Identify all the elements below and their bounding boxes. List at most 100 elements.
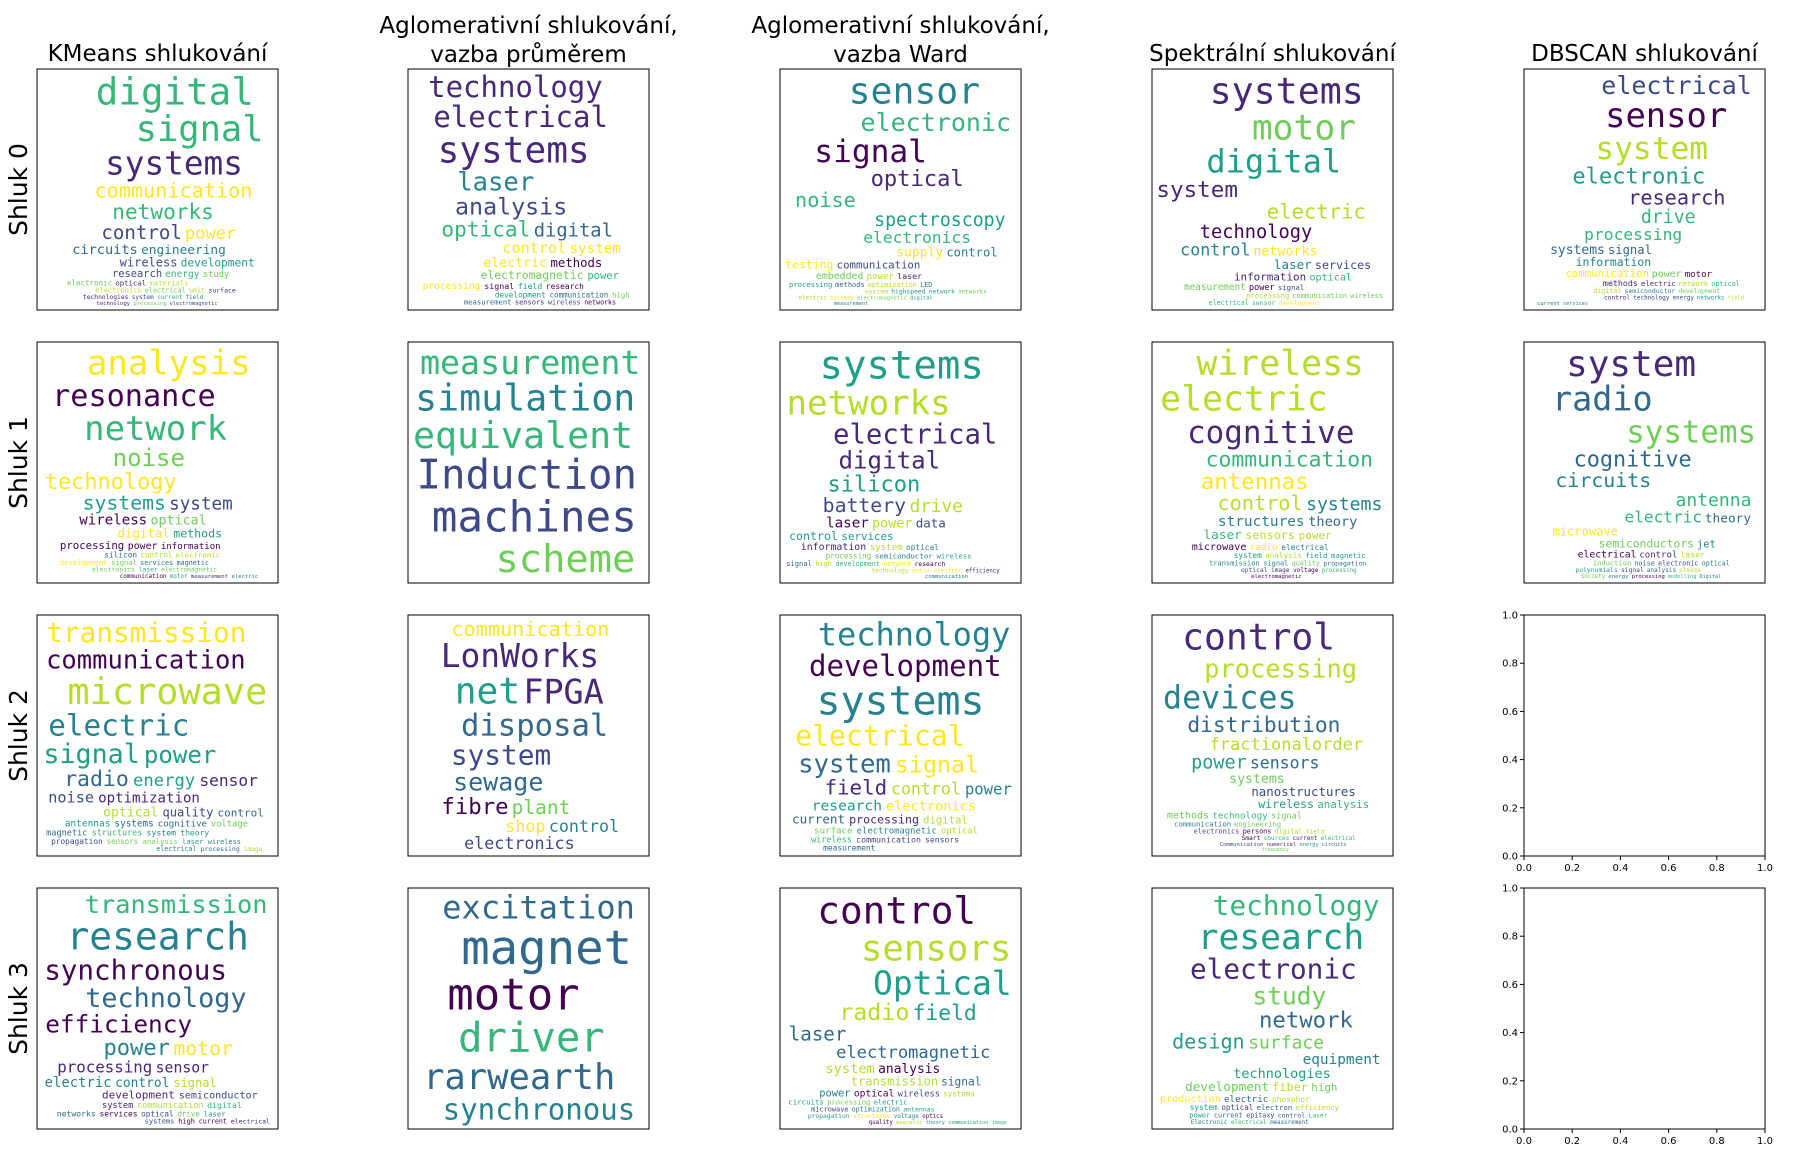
word: network (883, 560, 911, 568)
wordcloud-frame (1151, 887, 1394, 1130)
word: electromagnetic (481, 268, 584, 282)
word: Induction (417, 451, 637, 499)
word: electric (874, 1098, 908, 1106)
word: control (140, 550, 172, 559)
word: electric (1267, 200, 1366, 224)
word: electronic (1572, 163, 1705, 189)
word: current (1214, 1111, 1243, 1119)
word: net (455, 669, 520, 712)
word: systems (145, 1117, 175, 1126)
word: optical (103, 805, 158, 820)
word: optical (151, 514, 207, 529)
word: persons (1243, 828, 1272, 836)
word: electromagnetic (836, 1043, 990, 1063)
word: methods (1603, 278, 1638, 288)
word: laser (789, 1022, 847, 1045)
word: system (1234, 551, 1262, 560)
y-tick-label: 0.0 (1502, 1125, 1518, 1136)
word: development (1279, 300, 1321, 307)
word: Communication (1220, 842, 1264, 848)
word: electromagnetic (857, 827, 937, 837)
word: systems (83, 491, 166, 514)
wordcloud-frame (407, 614, 650, 857)
wordcloud-frame (407, 341, 650, 584)
word: power (1189, 1111, 1210, 1119)
word: systems (830, 296, 854, 302)
row-labels: Shluk 0 Shluk 1 Shluk 2 Shluk 3 (4, 143, 33, 1055)
word: modelling (1668, 574, 1697, 580)
word: surface (814, 827, 852, 837)
word: processing (849, 813, 919, 827)
x-tick-label: 1.0 (1757, 1136, 1773, 1147)
word: digital (1274, 828, 1302, 836)
wordcloud-frame (779, 68, 1022, 311)
word: wireless (1196, 344, 1364, 384)
word: optical (1309, 272, 1352, 283)
word: drive (1641, 207, 1696, 228)
word: technologies (1233, 1066, 1331, 1082)
word: development (181, 256, 255, 269)
word: signal (173, 1076, 216, 1090)
wordcloud: technologydevelopmentsystemselectricalsy… (792, 616, 1012, 853)
wordcloud: controlprocessingdevicesdistributionfrac… (1163, 616, 1369, 853)
wordcloud-frame (1151, 68, 1394, 311)
column-title: Aglomerativní shlukování, (379, 13, 677, 39)
word: system (1595, 131, 1708, 167)
word: signal (786, 559, 812, 568)
word: Optical (873, 963, 1012, 1002)
word: materials (150, 278, 189, 287)
word: microwave (811, 1105, 848, 1113)
word: methods (1167, 810, 1209, 821)
word: optical (906, 543, 939, 552)
x-tick-label: 0.4 (1612, 863, 1628, 874)
word: equivalent (413, 414, 633, 457)
word: engineering (1234, 819, 1281, 828)
word: quality (1292, 560, 1320, 568)
wordcloud: excitationmagnetmotordriverrarwearthsync… (423, 889, 635, 1127)
word: communication (948, 1120, 988, 1126)
word: technologies (83, 294, 129, 301)
wordcloud-frame (779, 341, 1022, 584)
x-tick-label: 1.0 (1757, 863, 1773, 874)
word: surface (208, 287, 235, 295)
word: current (157, 294, 183, 301)
column-title: vazba průměrem (430, 41, 626, 68)
panel: technologyelectricalsystemslaseranalysis… (407, 68, 650, 311)
word: epitaxy (1246, 1111, 1274, 1119)
wordcloud-frame (36, 887, 279, 1130)
wordcloud-frame (36, 341, 279, 584)
word: transmission (1209, 560, 1260, 568)
row-label: Shluk 0 (4, 143, 33, 236)
word: optical (115, 278, 146, 287)
word: methods (173, 527, 222, 541)
word: voltage (1293, 567, 1319, 574)
word: information (801, 542, 866, 553)
word: sensors (861, 928, 1011, 969)
word: optical (441, 217, 530, 242)
word: field (1305, 551, 1327, 560)
word: wireless (811, 835, 852, 845)
word: silicon (828, 472, 921, 497)
word: research (812, 797, 882, 814)
word: electromagnetic (161, 567, 217, 574)
word: electromagnetic (857, 296, 907, 302)
word: signal (484, 281, 514, 291)
y-tick-label: 0.6 (1502, 707, 1518, 718)
word: electric (48, 708, 189, 742)
word: optical (871, 166, 964, 192)
word: sensors (1250, 754, 1320, 773)
word: digital (1206, 142, 1341, 180)
word: electrical (1321, 836, 1356, 842)
word: development (1678, 288, 1720, 295)
wordcloud: transmissionresearchsynchronoustechnolog… (44, 890, 270, 1126)
word: technology (1200, 222, 1313, 243)
word: unit (189, 287, 205, 295)
word: control (115, 1076, 169, 1091)
word: development (1185, 1079, 1269, 1094)
word: simulation (415, 377, 635, 420)
word: fiber (1272, 1080, 1308, 1094)
word: sensor (849, 69, 980, 112)
